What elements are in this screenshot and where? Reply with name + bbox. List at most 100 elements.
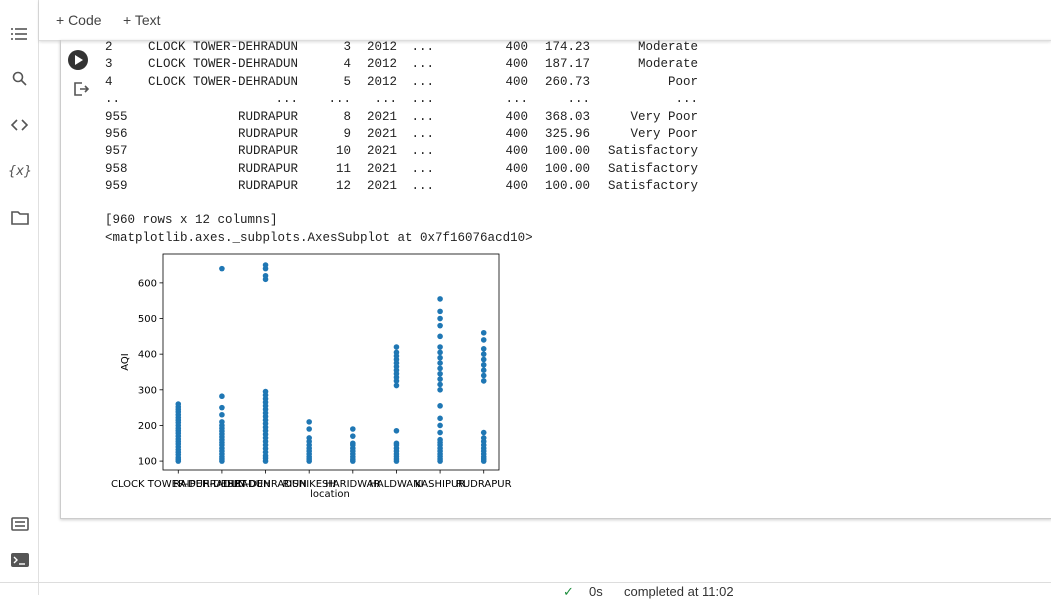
output-cell: ...	[275, 92, 298, 107]
output-cell: 400	[505, 57, 528, 72]
point	[437, 370, 443, 377]
output-cell: ...	[411, 92, 434, 107]
output-cell: 2012	[366, 57, 397, 72]
point	[437, 354, 443, 361]
toolbar: + Code + Text	[39, 0, 1051, 41]
y-tick-label: 400	[138, 350, 157, 361]
point	[262, 388, 269, 395]
point	[480, 356, 487, 363]
point	[306, 419, 312, 425]
plot-frame	[162, 253, 500, 471]
check-icon: ✓	[563, 584, 574, 599]
output-cell: 3	[343, 40, 351, 54]
output-cell: CLOCK TOWER-DEHRADUN	[147, 57, 298, 72]
snippets-icon[interactable]	[11, 517, 29, 531]
output-cell: CLOCK TOWER-DEHRADUN	[147, 40, 298, 54]
run-button[interactable]	[66, 48, 90, 72]
output-cell: Satisfactory	[607, 144, 698, 159]
point	[219, 393, 225, 400]
output-cell: 957	[105, 144, 128, 159]
point	[393, 349, 400, 356]
output-cell: 2	[105, 40, 113, 54]
point	[437, 349, 443, 356]
duration: 0s	[589, 584, 603, 599]
output-cell: 400	[505, 40, 528, 54]
point	[437, 322, 443, 329]
point	[437, 387, 443, 393]
output-cell: ...	[411, 40, 434, 54]
point	[219, 265, 225, 272]
x-axis-label: location	[310, 489, 350, 500]
x-tick-label: KASHIPUR	[415, 479, 465, 490]
output-cell: 400	[505, 74, 528, 89]
output-cell: 8	[343, 109, 351, 124]
output-cell: 2021	[366, 109, 397, 124]
output-cell: 100.00	[544, 179, 590, 194]
files-icon[interactable]	[11, 211, 29, 225]
output-cell: Very Poor	[630, 127, 698, 141]
point	[306, 426, 312, 432]
toc-icon[interactable]	[11, 28, 27, 40]
output-cell: 400	[505, 144, 528, 159]
output-cell: RUDRAPUR	[237, 127, 298, 141]
point	[437, 403, 443, 409]
chart: location AQI 100 200 300 400 500 600 CLOCK TOW…	[111, 253, 512, 500]
point	[437, 333, 443, 340]
output-cell: 2021	[366, 161, 397, 176]
y-tick-label: 100	[138, 457, 157, 468]
point	[480, 367, 487, 373]
output-cell: ...	[411, 109, 434, 124]
output-cell: RUDRAPUR	[237, 161, 298, 176]
add-code-button[interactable]: + Code	[56, 12, 102, 28]
output-cell: 11	[335, 161, 351, 176]
output-cell: 959	[105, 179, 128, 194]
output-cell: 3	[105, 57, 113, 72]
point	[437, 296, 443, 302]
terminal-icon[interactable]	[11, 553, 29, 567]
output-menu-icon[interactable]	[72, 80, 90, 98]
output-cell: 955	[105, 109, 128, 124]
status-text: completed at 11:02	[624, 584, 734, 599]
repr-line: <matplotlib.axes._subplots.AxesSubplot a…	[105, 231, 533, 245]
point	[437, 344, 443, 350]
point	[262, 262, 269, 268]
x-tick-label: RISHIKESH	[282, 479, 335, 490]
output-cell: ...	[411, 57, 434, 72]
output-cell: ...	[411, 179, 434, 194]
output-cell: ...	[374, 92, 397, 107]
output-cell: ...	[411, 127, 434, 141]
output-cell: 10	[335, 144, 351, 159]
y-axis-label: AQI	[120, 353, 131, 371]
output-cell: ...	[567, 92, 590, 107]
output-cell: 4	[105, 74, 113, 89]
point	[480, 429, 487, 436]
output-cell: RUDRAPUR	[237, 144, 298, 159]
add-text-button[interactable]: + Text	[123, 12, 161, 28]
point	[437, 308, 443, 315]
code-icon[interactable]	[10, 119, 29, 131]
point	[219, 411, 225, 418]
output-cell: 325.96	[544, 127, 590, 141]
search-icon[interactable]	[12, 71, 27, 86]
output-cell: Very Poor	[630, 109, 698, 124]
output-cell: Moderate	[637, 57, 698, 72]
output-cell: 2012	[366, 40, 397, 54]
output-cell: 9	[343, 127, 351, 141]
x-tick-label: ISBT-DEHRADUN	[224, 479, 306, 490]
output-cell: ...	[411, 144, 434, 159]
point	[393, 344, 400, 350]
point	[437, 365, 443, 372]
output-cell: RUDRAPUR	[237, 109, 298, 124]
output-cell: ...	[675, 92, 698, 107]
output-cell: 2021	[366, 144, 397, 159]
output-cell: 368.03	[544, 109, 590, 124]
point	[480, 351, 487, 357]
variables-icon[interactable]: {x}	[8, 164, 32, 179]
point	[350, 433, 356, 439]
output-cell: 400	[505, 161, 528, 176]
point	[219, 404, 225, 411]
point	[480, 329, 487, 336]
status-bar: ✓ 0s completed at 11:02	[0, 582, 1051, 599]
output-cell: Poor	[667, 74, 698, 89]
